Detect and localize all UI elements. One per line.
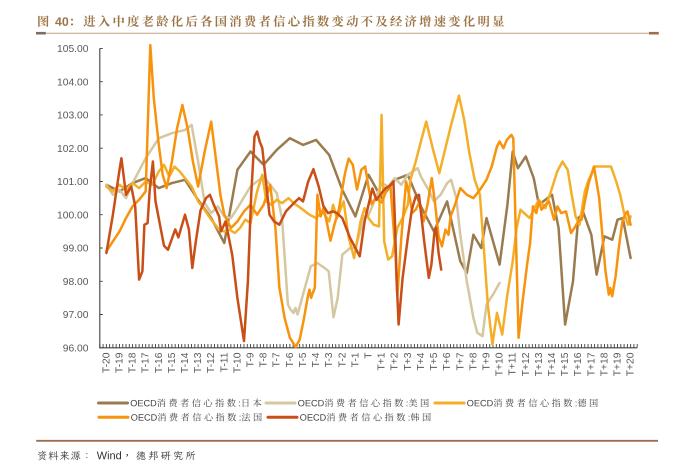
svg-text:T+4: T+4 xyxy=(416,352,427,370)
svg-text:T-11: T-11 xyxy=(219,352,230,372)
svg-text:99.00: 99.00 xyxy=(63,244,89,255)
svg-text:T+1: T+1 xyxy=(377,352,388,370)
svg-text:T+11: T+11 xyxy=(508,352,519,375)
svg-text:T-2: T-2 xyxy=(337,352,348,367)
svg-text:104.00: 104.00 xyxy=(57,77,89,88)
svg-text:T+18: T+18 xyxy=(599,352,610,376)
svg-text:T-10: T-10 xyxy=(232,352,243,373)
svg-text:T-13: T-13 xyxy=(193,352,204,373)
svg-text:T-20: T-20 xyxy=(101,352,112,373)
svg-text:T-5: T-5 xyxy=(298,352,309,367)
svg-text:T-12: T-12 xyxy=(206,352,217,373)
svg-text:T+19: T+19 xyxy=(613,352,624,376)
svg-text:T+7: T+7 xyxy=(455,352,466,370)
svg-text:T+2: T+2 xyxy=(390,352,401,370)
svg-text:T-19: T-19 xyxy=(115,352,126,373)
svg-text:97.00: 97.00 xyxy=(63,310,89,321)
svg-text:100.00: 100.00 xyxy=(57,210,89,221)
svg-text:103.00: 103.00 xyxy=(57,111,89,122)
svg-text:T+12: T+12 xyxy=(521,352,532,376)
svg-text:T-17: T-17 xyxy=(141,352,152,373)
svg-text:T-6: T-6 xyxy=(285,352,296,367)
svg-text:T-1: T-1 xyxy=(350,352,361,367)
svg-text:T-14: T-14 xyxy=(180,352,191,373)
svg-text:105.00: 105.00 xyxy=(57,44,89,55)
svg-text:T+6: T+6 xyxy=(442,352,453,370)
svg-text:T+3: T+3 xyxy=(403,352,414,370)
svg-text:101.00: 101.00 xyxy=(57,177,89,188)
svg-text:T-7: T-7 xyxy=(272,352,283,367)
svg-text:96.00: 96.00 xyxy=(63,343,89,354)
svg-text:T+15: T+15 xyxy=(560,352,571,376)
svg-text:T+20: T+20 xyxy=(626,352,637,376)
svg-text:T-8: T-8 xyxy=(259,352,270,367)
svg-text:T+8: T+8 xyxy=(468,352,479,370)
svg-text:T-15: T-15 xyxy=(167,352,178,373)
svg-text:T-18: T-18 xyxy=(128,352,139,373)
svg-text:T-9: T-9 xyxy=(246,352,257,367)
svg-text:T+5: T+5 xyxy=(429,352,440,370)
svg-text:102.00: 102.00 xyxy=(57,144,89,155)
svg-text:T-3: T-3 xyxy=(324,352,335,367)
svg-text:T+10: T+10 xyxy=(495,352,506,376)
svg-text:T+13: T+13 xyxy=(534,352,545,376)
svg-text:98.00: 98.00 xyxy=(63,277,89,288)
svg-text:T: T xyxy=(364,352,375,359)
svg-text:T-4: T-4 xyxy=(311,352,322,367)
svg-text:T+9: T+9 xyxy=(482,352,493,370)
svg-text:T-16: T-16 xyxy=(154,352,165,373)
svg-text:T+14: T+14 xyxy=(547,352,558,376)
svg-text:T+16: T+16 xyxy=(573,352,584,376)
svg-text:T+17: T+17 xyxy=(586,352,597,376)
